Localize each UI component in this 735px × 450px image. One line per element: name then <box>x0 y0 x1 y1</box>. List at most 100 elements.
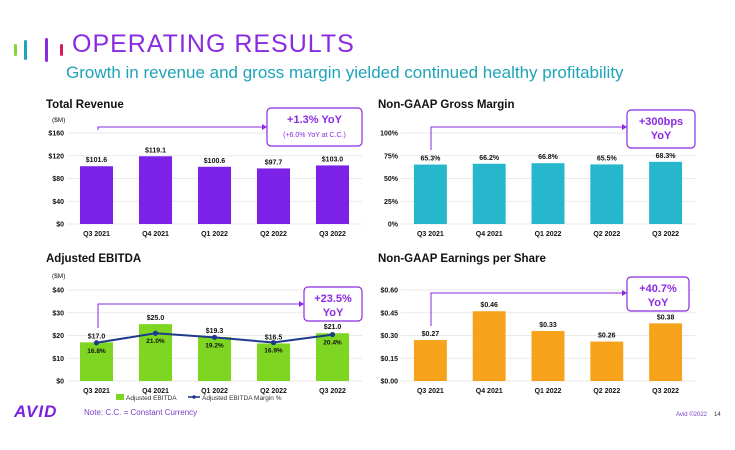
eps-callout-arrow <box>622 290 627 296</box>
revenue-ytick-label: $40 <box>52 199 64 206</box>
eps-bar <box>472 311 506 381</box>
page-number: 14 <box>714 412 721 418</box>
gross-margin-callout-connector <box>430 126 627 150</box>
gross-margin-ytick-label: 50% <box>384 176 399 183</box>
revenue-value-label: $119.1 <box>145 147 166 154</box>
ebitda-margin-label: 16.8% <box>87 348 106 355</box>
gross-margin-value-label: 68.3% <box>656 153 677 160</box>
ebitda-callout-connector <box>97 303 304 328</box>
ebitda-margin-label: 19.2% <box>205 342 224 349</box>
gross-margin-chart-title: Non-GAAP Gross Margin <box>378 99 515 111</box>
gross-margin-ytick-label: 75% <box>384 153 399 160</box>
ebitda-margin-point <box>329 331 336 338</box>
eps-callout-line1: +40.7% <box>639 283 677 295</box>
ebitda-bar <box>315 333 350 381</box>
eps-value-label: $0.27 <box>422 331 440 338</box>
revenue-callout-line2: (+6.0% YoY at C.C.) <box>283 132 346 139</box>
gross-margin-value-label: 65.3% <box>420 156 441 163</box>
gross-margin-category-label: Q4 2021 <box>476 231 503 238</box>
gross-margin-callout-arrow <box>622 124 627 130</box>
eps-ytick-label: $0.30 <box>380 333 398 340</box>
ebitda-callout-arrow <box>299 301 304 307</box>
ebitda-bar <box>79 342 114 381</box>
ebitda-callout-line2: YoY <box>323 307 344 319</box>
eps-value-label: $0.38 <box>657 314 675 321</box>
accent-bar-pink <box>60 44 63 56</box>
ebitda-margin-point <box>93 340 100 346</box>
eps-bar <box>413 340 447 381</box>
revenue-ytick-label: $120 <box>48 153 64 160</box>
revenue-value-label: $97.7 <box>265 159 283 166</box>
ebitda-chart-title: Adjusted EBITDA <box>46 253 141 265</box>
ebitda-callout-box <box>303 286 363 322</box>
revenue-category-label: Q3 2021 <box>83 231 110 238</box>
eps-category-label: Q4 2021 <box>476 388 503 395</box>
legend-label-ebitda: Adjusted EBITDA <box>126 395 177 402</box>
revenue-category-label: Q1 2022 <box>201 231 228 238</box>
eps-bar <box>649 323 683 381</box>
revenue-callout-line1: +1.3% YoY <box>287 114 343 126</box>
revenue-value-label: $100.6 <box>204 158 226 165</box>
gross-margin-bar <box>531 163 565 224</box>
accent-bar-purple <box>45 38 48 62</box>
eps-ytick-label: $0.45 <box>380 310 398 317</box>
ebitda-value-label: $21.0 <box>324 324 342 331</box>
eps-chart-title: Non-GAAP Earnings per Share <box>378 253 546 265</box>
ebitda-value-label: $17.0 <box>88 333 106 340</box>
eps-value-label: $0.46 <box>480 302 498 309</box>
ebitda-margin-label: 16.9% <box>264 348 283 355</box>
eps-bar <box>531 330 565 381</box>
ebitda-ytick-label: $20 <box>52 333 64 340</box>
page-title: OPERATING RESULTS <box>72 30 355 58</box>
ebitda-category-label: Q3 2022 <box>319 388 346 395</box>
revenue-bar <box>197 166 232 224</box>
gross-margin-category-label: Q3 2021 <box>417 231 444 238</box>
ebitda-category-label: Q4 2021 <box>142 388 169 395</box>
ebitda-category-label: Q1 2022 <box>201 388 228 395</box>
eps-value-label: $0.33 <box>539 322 557 329</box>
revenue-category-label: Q4 2021 <box>142 231 169 238</box>
eps-value-label: $0.26 <box>598 333 616 340</box>
ebitda-margin-point <box>270 339 277 346</box>
ebitda-ytick-label: $10 <box>52 356 64 363</box>
ebitda-category-label: Q2 2022 <box>260 388 287 395</box>
gross-margin-category-label: Q2 2022 <box>593 231 620 238</box>
gross-margin-ytick-label: 25% <box>384 199 399 206</box>
revenue-bar <box>315 165 350 224</box>
revenue-ytick-label: $0 <box>56 222 64 229</box>
ebitda-value-label: $16.5 <box>265 334 283 341</box>
gross-margin-ytick-label: 0% <box>388 222 399 229</box>
gross-margin-value-label: 65.5% <box>597 155 618 162</box>
ebitda-category-label: Q3 2021 <box>83 388 110 395</box>
ebitda-bar <box>256 343 291 381</box>
ebitda-ytick-label: $40 <box>52 288 64 295</box>
gross-margin-category-label: Q1 2022 <box>535 231 562 238</box>
gross-margin-callout-line1: +300bps <box>639 116 683 128</box>
revenue-ytick-label: $80 <box>52 176 64 183</box>
revenue-callout-box <box>266 107 363 147</box>
revenue-callout-arrow <box>262 124 267 130</box>
ebitda-value-label: $19.3 <box>206 328 224 335</box>
legend-marker-margin <box>192 395 196 399</box>
legend-label-margin: Adjusted EBITDA Margin % <box>202 395 282 402</box>
accent-bar-green <box>14 44 17 56</box>
revenue-category-label: Q3 2022 <box>319 231 346 238</box>
gross-margin-value-label: 66.2% <box>479 155 500 162</box>
gross-margin-bar <box>590 164 624 224</box>
ebitda-margin-point <box>152 330 159 336</box>
eps-ytick-label: $0.60 <box>380 288 398 295</box>
gross-margin-bar <box>472 163 506 224</box>
gross-margin-category-label: Q3 2022 <box>652 231 679 238</box>
eps-category-label: Q3 2021 <box>417 388 444 395</box>
eps-category-label: Q3 2022 <box>652 388 679 395</box>
ebitda-margin-label: 20.4% <box>323 340 342 347</box>
ebitda-bar <box>197 337 232 381</box>
gross-margin-callout-line2: YoY <box>651 130 672 142</box>
eps-category-label: Q1 2022 <box>535 388 562 395</box>
eps-ytick-label: $0.15 <box>380 356 398 363</box>
gross-margin-bar <box>649 161 683 224</box>
revenue-value-label: $103.0 <box>322 156 344 163</box>
gross-margin-value-label: 66.8% <box>538 154 559 161</box>
gross-margin-ytick-label: 100% <box>380 131 399 138</box>
